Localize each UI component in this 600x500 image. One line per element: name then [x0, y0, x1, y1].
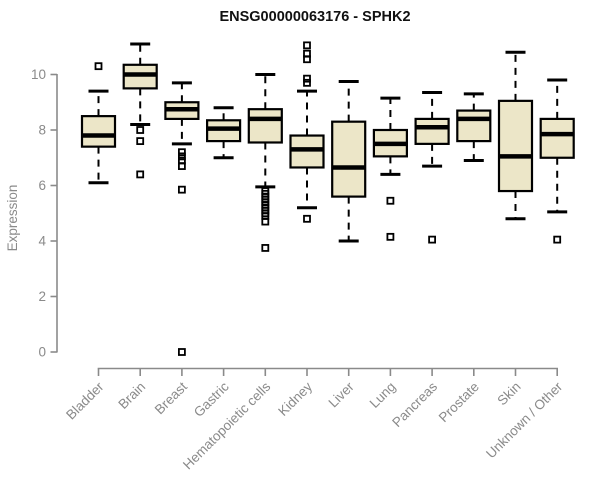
y-axis-label: Expression	[5, 185, 20, 252]
box-liver	[331, 120, 367, 198]
outlier-point	[261, 244, 270, 252]
y-tick-label: 4	[38, 234, 46, 249]
outlier-point	[94, 62, 103, 71]
y-tick-label: 10	[31, 67, 46, 82]
chart-title: ENSG00000063176 - SPHK2	[219, 9, 410, 25]
outlier-point	[303, 55, 311, 64]
y-tick-label: 0	[38, 345, 46, 360]
x-tick-label: Pancreas	[389, 379, 440, 430]
outlier-point	[428, 235, 437, 244]
box-hematopoietic-cells	[247, 108, 283, 144]
outlier-point	[177, 348, 186, 356]
y-tick-label: 2	[38, 289, 46, 304]
outlier-point	[303, 41, 311, 50]
box-bladder	[80, 115, 117, 148]
outlier-point	[553, 235, 562, 244]
outlier-point	[303, 78, 311, 87]
box-pancreas	[414, 117, 450, 145]
x-tick-label: Bladder	[63, 379, 107, 423]
x-tick-label: Liver	[326, 379, 358, 411]
outlier-point	[136, 137, 145, 146]
outlier-point	[303, 74, 311, 83]
x-tick-label: Breast	[152, 379, 190, 417]
box-skin	[497, 99, 534, 193]
x-tick-label: Gastric	[191, 379, 232, 420]
outlier-point	[386, 232, 395, 241]
outlier-point	[177, 152, 186, 161]
box-prostate	[456, 109, 492, 143]
outlier-point	[177, 185, 186, 194]
x-tick-label: Unknown / Other	[483, 379, 566, 462]
outlier-point	[303, 214, 311, 223]
outlier-point	[177, 148, 186, 157]
outlier-point	[177, 162, 186, 170]
y-tick-label: 6	[38, 178, 46, 193]
x-tick-label: Brain	[115, 379, 148, 412]
box-unknown-other	[539, 117, 575, 159]
outlier-point	[261, 217, 270, 226]
outlier-point	[386, 196, 395, 205]
x-tick-label: Prostate	[436, 379, 482, 425]
x-tick-label: Kidney	[275, 379, 315, 419]
outlier-point	[136, 126, 145, 134]
y-tick-label: 8	[38, 123, 46, 138]
x-tick-label: Lung	[367, 379, 399, 411]
outlier-point	[136, 170, 145, 179]
x-tick-label: Skin	[494, 379, 523, 408]
